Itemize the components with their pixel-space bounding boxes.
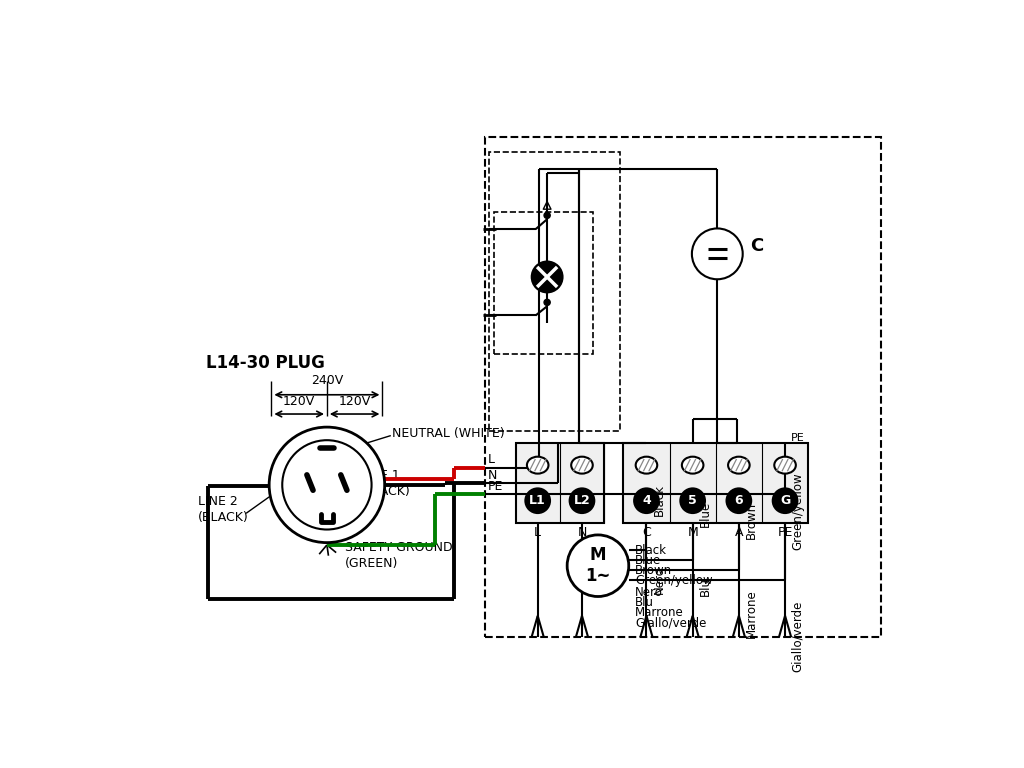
Circle shape (544, 212, 550, 218)
Text: Blu: Blu (698, 578, 712, 596)
Ellipse shape (527, 457, 549, 474)
Bar (494, 211, 593, 354)
Bar (515, 442, 604, 523)
Circle shape (283, 440, 372, 529)
Text: Blu: Blu (635, 596, 654, 609)
Text: M
1~: M 1~ (586, 546, 610, 585)
Text: Giallo/verde: Giallo/verde (635, 616, 707, 629)
Ellipse shape (774, 457, 796, 474)
Circle shape (525, 488, 550, 513)
Text: 120V: 120V (339, 395, 371, 408)
Text: L: L (487, 453, 495, 466)
Text: 120V: 120V (283, 395, 315, 408)
Text: N: N (487, 468, 498, 482)
Text: Brown: Brown (635, 564, 672, 577)
Text: LINE 1
(BLACK): LINE 1 (BLACK) (360, 468, 411, 498)
Text: Nero: Nero (635, 586, 663, 599)
Text: 5: 5 (688, 495, 697, 507)
Bar (489, 152, 620, 431)
Circle shape (727, 488, 752, 513)
Ellipse shape (728, 457, 750, 474)
Circle shape (544, 300, 550, 306)
Text: Brown: Brown (745, 502, 758, 539)
Text: LINE 2
(BLACK): LINE 2 (BLACK) (199, 495, 249, 524)
Text: Green/yellow: Green/yellow (635, 574, 713, 587)
Text: G: G (780, 495, 791, 507)
Text: L1: L1 (529, 495, 546, 507)
Text: 240V: 240V (311, 374, 343, 387)
Text: PE: PE (791, 433, 804, 443)
Text: C: C (750, 237, 763, 255)
Text: Marrone: Marrone (745, 589, 758, 637)
Circle shape (680, 488, 705, 513)
Text: Giallo/verde: Giallo/verde (792, 601, 804, 672)
Ellipse shape (682, 457, 703, 474)
Text: Marrone: Marrone (635, 606, 684, 619)
Circle shape (569, 488, 594, 513)
Circle shape (269, 427, 385, 543)
Bar (624, 442, 808, 523)
Circle shape (692, 228, 742, 280)
Circle shape (634, 488, 658, 513)
Text: L14-30 PLUG: L14-30 PLUG (206, 354, 325, 372)
Text: PE: PE (487, 479, 503, 492)
Text: A: A (734, 526, 743, 539)
Text: Blue: Blue (635, 554, 662, 567)
Text: Blue: Blue (698, 501, 712, 527)
Text: M: M (687, 526, 698, 539)
Ellipse shape (571, 457, 593, 474)
Text: Nero: Nero (652, 566, 666, 594)
Text: Green/yellow: Green/yellow (792, 472, 804, 551)
Circle shape (773, 488, 798, 513)
Text: 4: 4 (642, 495, 651, 507)
Text: Black: Black (652, 484, 666, 515)
Ellipse shape (636, 457, 657, 474)
Circle shape (531, 262, 562, 293)
Text: L2: L2 (573, 495, 591, 507)
Text: L: L (535, 526, 542, 539)
Bar (484, 137, 882, 637)
Text: 6: 6 (734, 495, 743, 507)
Text: Black: Black (635, 544, 667, 557)
Text: C: C (642, 526, 651, 539)
Text: PE: PE (777, 526, 793, 539)
Circle shape (567, 535, 629, 597)
Text: SAFETY GROUND
(GREEN): SAFETY GROUND (GREEN) (345, 541, 453, 570)
Text: NEUTRAL (WHITE): NEUTRAL (WHITE) (392, 427, 505, 440)
Text: N: N (578, 526, 587, 539)
